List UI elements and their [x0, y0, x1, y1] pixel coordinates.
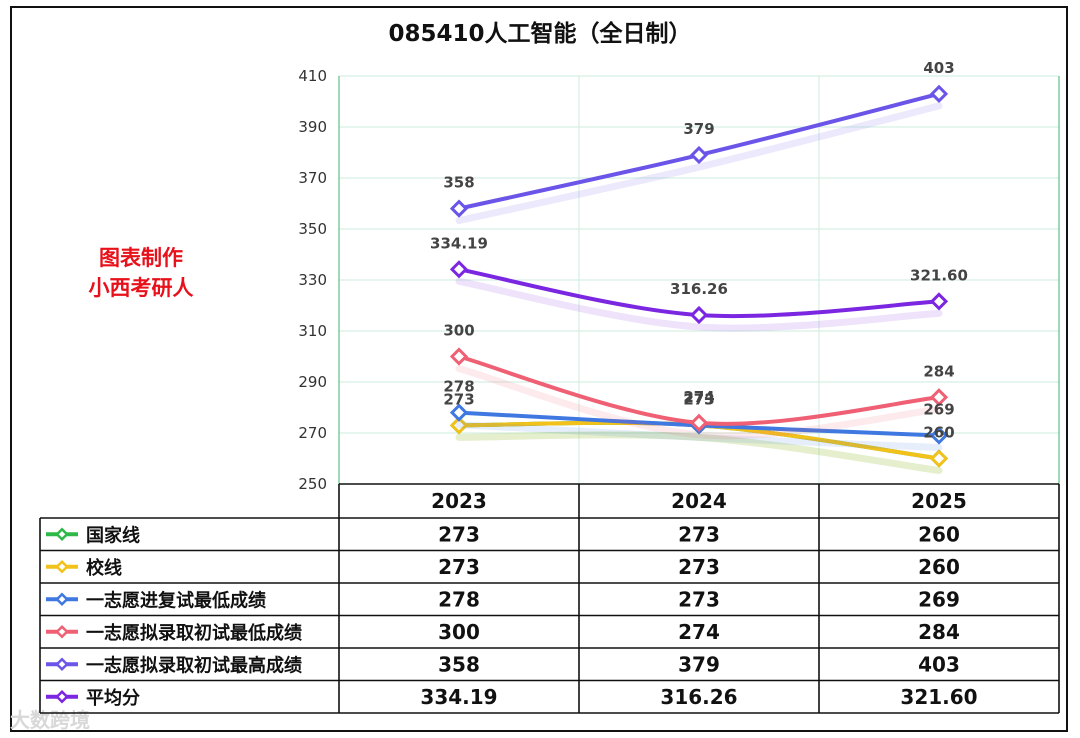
table-value: 358 — [438, 652, 480, 676]
table-value: 273 — [678, 522, 720, 546]
table-value: 278 — [438, 587, 480, 611]
y-tick-label: 290 — [298, 373, 327, 391]
series-lines — [449, 84, 949, 474]
watermark-line-2: 小西考研人 — [88, 276, 194, 300]
series-shadow — [455, 431, 943, 474]
legend-label: 一志愿拟录取初试最高成绩 — [86, 654, 302, 676]
data-label: 278 — [443, 378, 474, 396]
legend-swatch-marker — [55, 624, 69, 639]
y-tick-label: 310 — [298, 322, 327, 340]
legend-label: 国家线 — [86, 524, 140, 546]
y-tick-label: 390 — [298, 118, 327, 136]
table-value: 273 — [678, 587, 720, 611]
table-value: 316.26 — [660, 685, 737, 709]
legend-swatch-marker — [55, 527, 69, 542]
table-value: 260 — [918, 555, 960, 579]
watermark-text: 图表制作 小西考研人 — [86, 243, 196, 303]
table-value: 273 — [438, 555, 480, 579]
y-tick-label: 250 — [298, 475, 327, 493]
series-marker — [449, 416, 469, 435]
series-shadow — [455, 277, 943, 332]
y-tick-label: 330 — [298, 271, 327, 289]
table-value: 274 — [678, 620, 720, 644]
legend-label: 平均分 — [86, 687, 140, 709]
table-value: 269 — [918, 587, 960, 611]
legend-label: 校线 — [86, 557, 122, 579]
x-category-label: 2024 — [671, 489, 727, 513]
watermark-line-1: 图表制作 — [99, 246, 183, 270]
x-category-label: 2025 — [911, 489, 967, 513]
y-axis: 250 270 290 310 330 350 370 390 410 — [298, 67, 327, 493]
table-value: 260 — [918, 522, 960, 546]
series-shadow — [455, 431, 943, 474]
table-value: 334.19 — [420, 685, 497, 709]
y-tick-label: 350 — [298, 220, 327, 238]
data-label: 358 — [443, 174, 474, 192]
data-labels: 273 273260278273269300274284358379403334.… — [430, 59, 968, 442]
series-marker — [929, 84, 949, 103]
series-marker — [929, 449, 949, 468]
series-marker — [689, 413, 709, 432]
series-marker — [689, 145, 709, 165]
legend-swatch-marker — [55, 592, 69, 607]
y-tick-label: 410 — [298, 67, 327, 85]
table-value: 321.60 — [900, 685, 977, 709]
credit-watermark: 大数跨境 — [10, 708, 90, 732]
data-label: 273 — [683, 390, 714, 408]
series-shadow — [455, 365, 943, 440]
y-tick-label: 370 — [298, 169, 327, 187]
legend-swatch-marker — [55, 559, 69, 574]
series-marker — [449, 199, 469, 218]
chart-frame — [10, 6, 1068, 732]
series-marker — [929, 292, 949, 311]
legend-swatch-marker — [55, 689, 69, 704]
legend-label: 一志愿拟录取初试最低成绩 — [86, 622, 302, 644]
chart-title: 085410人工智能（全日制） — [388, 21, 692, 47]
series-marker — [689, 305, 709, 325]
x-category-label: 2023 — [431, 489, 487, 513]
table-value: 273 — [438, 522, 480, 546]
data-label: 334.19 — [430, 234, 488, 252]
data-label: 273 — [683, 390, 714, 408]
data-label: 273 — [443, 390, 474, 408]
series-marker — [929, 388, 949, 407]
data-table: 2023 2024 2025 国家线 273 273 260 校线 273 273 260 一志愿进复… — [39, 483, 1060, 714]
series-marker — [929, 426, 949, 445]
series-marker — [449, 403, 469, 422]
series-marker — [449, 260, 469, 279]
y-tick-label: 270 — [298, 424, 327, 442]
table-value: 284 — [918, 620, 960, 644]
data-label: 274 — [683, 388, 714, 406]
table-value: 403 — [918, 652, 960, 676]
data-label: 269 — [923, 401, 954, 419]
data-label: 403 — [923, 59, 954, 77]
data-label: 321.60 — [910, 266, 968, 284]
legend-label: 一志愿进复试最低成绩 — [86, 589, 266, 611]
data-label: 284 — [923, 362, 954, 380]
legend-swatch-marker — [55, 657, 69, 672]
data-label: 379 — [683, 120, 714, 138]
table-value: 300 — [438, 620, 480, 644]
data-label: 316.26 — [670, 280, 728, 298]
table-value: 273 — [678, 555, 720, 579]
series-shadow — [455, 421, 943, 452]
data-label: 300 — [443, 322, 474, 340]
data-label: 260 — [923, 424, 954, 442]
series-shadow — [455, 102, 943, 225]
series-marker — [449, 347, 469, 366]
table-value: 379 — [678, 652, 720, 676]
